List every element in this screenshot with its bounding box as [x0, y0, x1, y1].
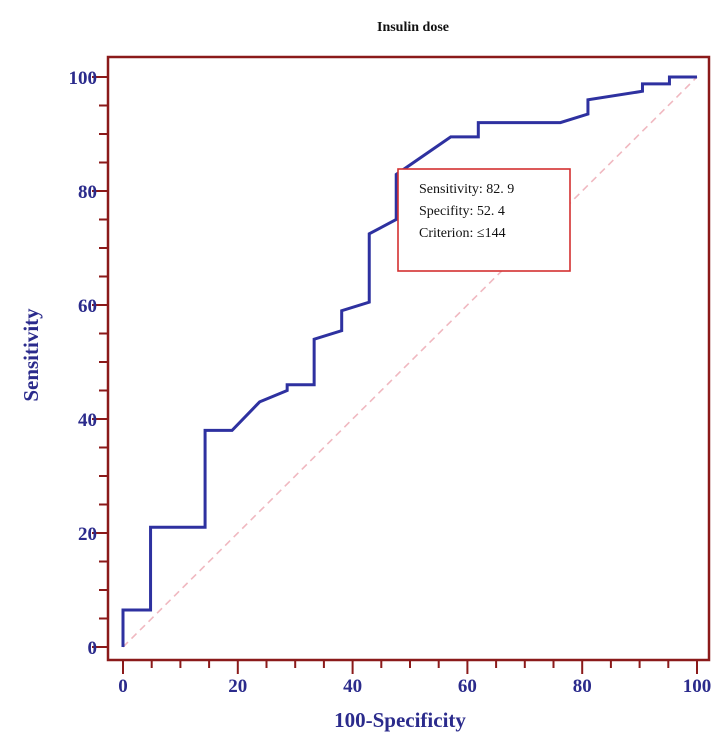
x-tick-label: 0 — [118, 676, 128, 697]
y-tick-label: 100 — [69, 68, 98, 89]
x-tick-label: 60 — [458, 676, 477, 697]
plot-frame — [106, 55, 711, 662]
x-tick-label: 80 — [573, 676, 592, 697]
y-axis-title: Sensitivity — [19, 308, 43, 402]
x-tick-label: 40 — [343, 676, 362, 697]
chart-title: Insulin dose — [377, 20, 449, 35]
x-axis-title: 100-Specificity — [334, 708, 466, 732]
criterion-annotation: Sensitivity: 82. 9 Specifity: 52. 4 Crit… — [397, 168, 571, 272]
x-axis-ticks: 0 20 40 60 80 100 — [118, 660, 711, 697]
y-tick-label: 60 — [78, 296, 97, 317]
y-tick-label: 20 — [78, 524, 97, 545]
annotation-specificity: Specifity: 52. 4 — [419, 204, 505, 219]
y-tick-label: 40 — [78, 410, 97, 431]
x-tick-label: 100 — [683, 676, 712, 697]
annotation-border — [397, 168, 571, 272]
roc-curve — [121, 75, 697, 647]
y-tick-label: 80 — [78, 182, 97, 203]
y-axis-ticks: 0 20 40 60 80 100 — [69, 68, 108, 659]
x-tick-label: 20 — [228, 676, 247, 697]
annotation-sensitivity: Sensitivity: 82. 9 — [419, 182, 514, 197]
reference-diagonal — [122, 76, 698, 648]
y-tick-label: 0 — [88, 638, 98, 659]
annotation-criterion: Criterion: ≤144 — [419, 226, 506, 241]
